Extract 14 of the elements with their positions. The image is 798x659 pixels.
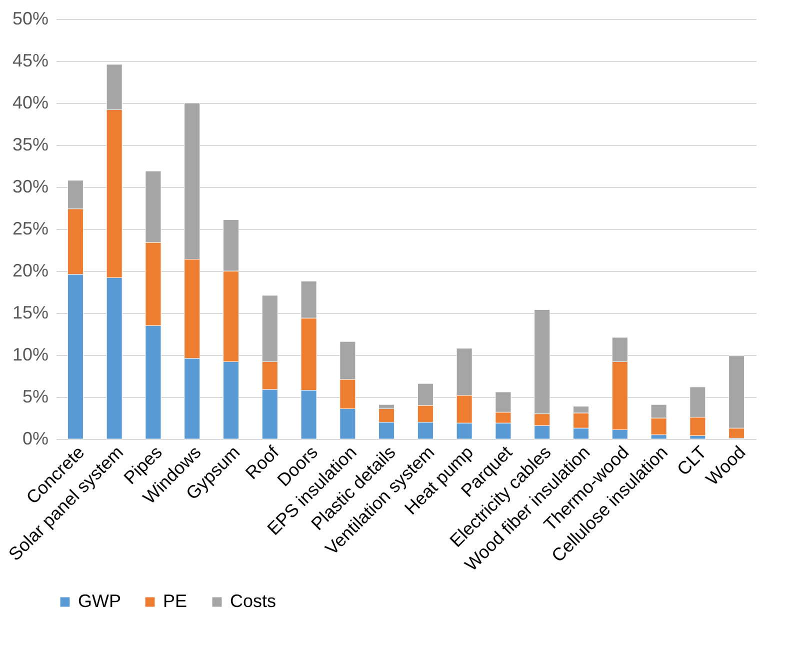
y-tick-label: 15% bbox=[12, 302, 48, 322]
y-tick-label: 5% bbox=[22, 386, 48, 406]
y-tick-label: 35% bbox=[12, 134, 48, 154]
y-tick-label: 45% bbox=[12, 50, 48, 70]
legend-label: Costs bbox=[230, 591, 276, 611]
legend-label: PE bbox=[163, 591, 188, 611]
y-tick-label: 20% bbox=[12, 260, 48, 280]
y-tick-label: 25% bbox=[12, 218, 48, 238]
y-tick-label: 30% bbox=[12, 176, 48, 196]
y-tick-label: 0% bbox=[22, 428, 48, 448]
y-tick-label: 10% bbox=[12, 344, 48, 364]
y-tick-label: 50% bbox=[12, 8, 48, 28]
y-tick-label: 40% bbox=[12, 92, 48, 112]
legend-label: GWP bbox=[78, 591, 121, 611]
